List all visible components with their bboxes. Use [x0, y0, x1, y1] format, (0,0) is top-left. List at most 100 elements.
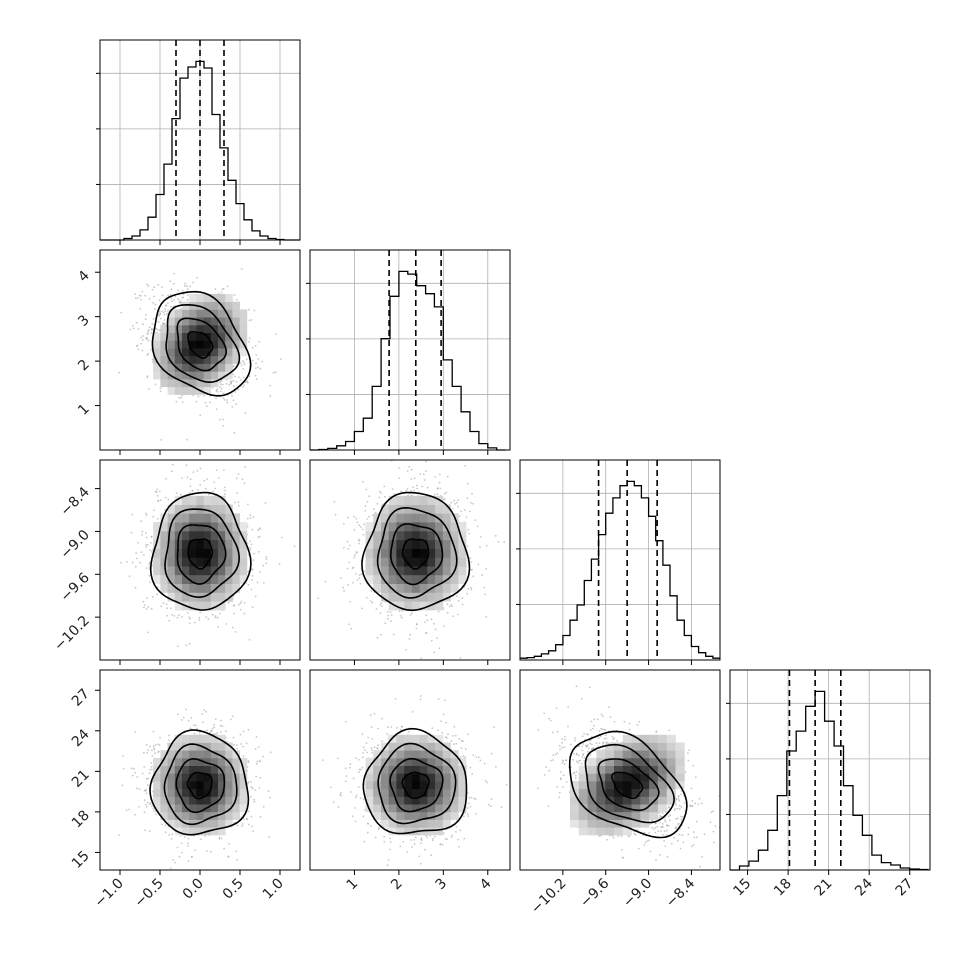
density-cell [411, 548, 420, 558]
sample-point [452, 615, 455, 618]
density-cell [182, 504, 190, 514]
density-cell [225, 557, 233, 567]
sample-point [269, 395, 272, 398]
density-cell [232, 324, 240, 333]
sample-point [424, 479, 426, 481]
sample-point [214, 616, 217, 619]
density-cell [174, 513, 183, 523]
density-cell [189, 379, 197, 388]
sample-point [143, 604, 146, 606]
sample-point [233, 431, 236, 434]
sample-point [175, 400, 178, 403]
density-cell [225, 348, 233, 357]
sample-point [186, 294, 189, 296]
sample-point [426, 619, 429, 622]
density-cell [196, 294, 204, 303]
sample-point [411, 612, 413, 614]
density-cell [203, 355, 212, 364]
sample-point [225, 382, 228, 385]
sample-point [161, 294, 164, 296]
density-cell [442, 557, 451, 567]
sample-point [261, 360, 263, 363]
sample-point [177, 289, 179, 292]
sample-point [161, 457, 163, 459]
sample-point [400, 616, 403, 619]
density-cell [365, 530, 374, 541]
sample-point [229, 431, 231, 433]
sample-point [162, 602, 165, 605]
contour-3 [149, 491, 252, 611]
sample-point [247, 583, 250, 586]
density-cell [210, 522, 219, 532]
sample-point [211, 386, 214, 389]
sample-point [460, 510, 462, 513]
sample-point [144, 532, 147, 534]
sample-point [231, 406, 234, 408]
sample-point [259, 367, 262, 370]
density-cell [210, 317, 219, 326]
sample-point [390, 614, 393, 617]
density-cell [218, 583, 226, 593]
sample-point [233, 294, 236, 296]
sample-point [443, 498, 446, 500]
sample-point [347, 583, 349, 586]
sample-point [216, 388, 219, 391]
density-cell [203, 301, 212, 310]
sample-point [454, 503, 456, 505]
sample-point [232, 736, 235, 739]
contour-0 [401, 538, 430, 570]
density-cell [218, 592, 226, 602]
density-cell [225, 371, 233, 380]
sample-point [193, 621, 196, 624]
density-cell [203, 592, 212, 602]
density-cell [174, 371, 183, 380]
sample-point [151, 323, 154, 325]
sample-point [171, 614, 174, 616]
density-cell [189, 355, 197, 364]
sample-point [255, 762, 258, 765]
sample-point [366, 518, 369, 520]
sample-point [159, 390, 162, 393]
sample-point [470, 561, 473, 563]
sample-point [250, 781, 252, 783]
sample-point [220, 387, 223, 390]
density-cell [167, 386, 176, 395]
density-cell [373, 530, 382, 541]
density-cell [203, 309, 212, 318]
density-cell [189, 539, 197, 549]
density-cell [396, 495, 405, 505]
density-cell [167, 309, 176, 318]
pair-panel-2-1 [317, 460, 506, 660]
sample-point [149, 803, 151, 806]
sample-point [170, 288, 173, 291]
sample-point [186, 845, 189, 847]
sample-point [216, 616, 219, 619]
sample-point [350, 627, 353, 630]
density-cell [442, 592, 451, 602]
sample-point [232, 379, 235, 382]
sample-point [147, 339, 150, 342]
density-cell [442, 530, 451, 541]
sample-point [137, 348, 140, 351]
sample-point [161, 823, 163, 826]
density-cell [196, 495, 204, 505]
sample-point [141, 349, 144, 352]
density-cell [435, 522, 444, 532]
sample-point [148, 326, 151, 329]
sample-point [139, 295, 142, 297]
sample-point [166, 607, 169, 610]
density-cell [239, 539, 248, 549]
sample-point [155, 327, 157, 330]
density-cell [196, 363, 204, 372]
sample-point [466, 545, 469, 547]
sample-point [410, 478, 413, 480]
sample-point [361, 607, 363, 610]
sample-point [342, 586, 344, 589]
sample-point [241, 478, 244, 481]
sample-point [120, 561, 122, 564]
density-cell [218, 371, 226, 380]
density-cell [153, 566, 161, 576]
density-cell [210, 495, 219, 505]
density-cell [232, 530, 240, 541]
sample-point [154, 308, 156, 311]
